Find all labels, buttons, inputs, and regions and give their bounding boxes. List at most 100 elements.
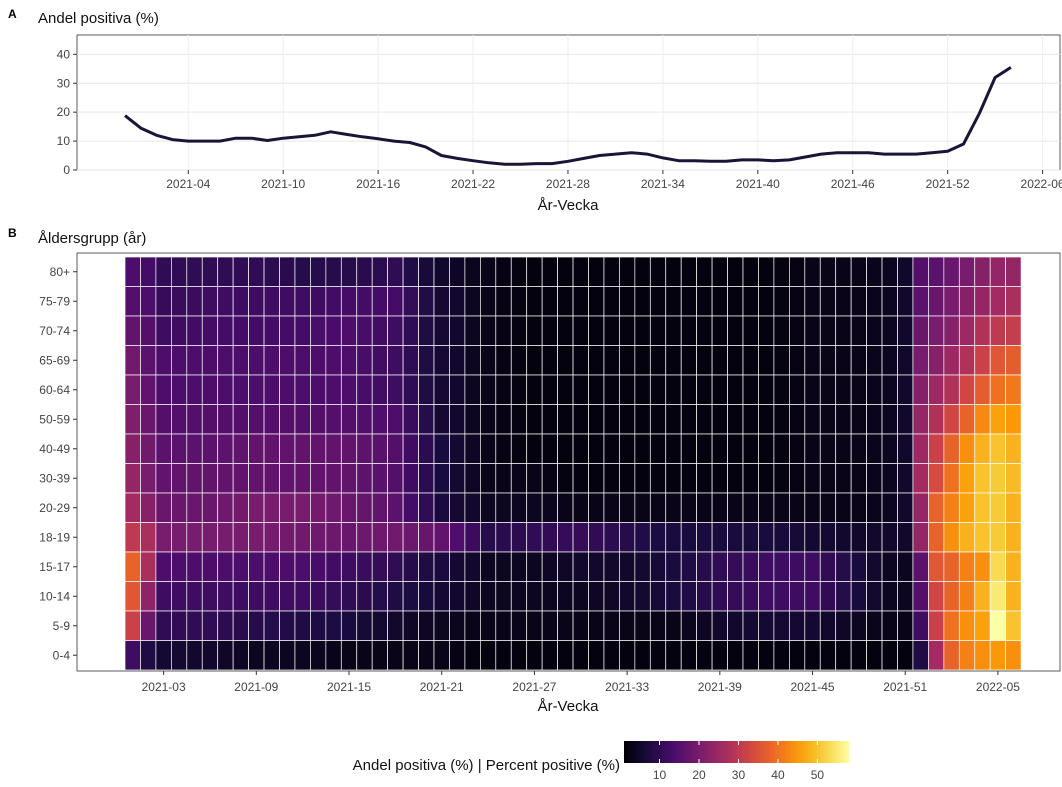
heatmap-cell bbox=[928, 492, 945, 523]
heatmap-cell bbox=[186, 256, 203, 287]
heatmap-cell bbox=[588, 433, 605, 464]
heatmap-cell bbox=[742, 345, 759, 376]
panel-b-y-tick-label: 15-17 bbox=[39, 560, 70, 574]
heatmap-cell bbox=[310, 581, 327, 612]
heatmap-cell bbox=[912, 522, 929, 553]
heatmap-cell bbox=[572, 522, 589, 553]
heatmap-cell bbox=[217, 256, 234, 287]
heatmap-cell bbox=[402, 315, 419, 346]
heatmap-cell bbox=[989, 286, 1007, 317]
heatmap-cell bbox=[418, 286, 435, 317]
heatmap-cell bbox=[665, 433, 682, 464]
heatmap-cell bbox=[912, 345, 929, 376]
heatmap-cell bbox=[171, 581, 188, 612]
heatmap-cell bbox=[804, 463, 821, 494]
heatmap-cell bbox=[788, 640, 806, 671]
heatmap-cell bbox=[881, 463, 898, 494]
heatmap-cell bbox=[294, 433, 311, 464]
heatmap-cell bbox=[371, 374, 389, 405]
heatmap-cell bbox=[124, 610, 141, 641]
heatmap-cell bbox=[742, 433, 759, 464]
heatmap-cell bbox=[248, 581, 265, 612]
heatmap-cell bbox=[310, 610, 327, 641]
heatmap-cell bbox=[124, 404, 141, 435]
heatmap-cell bbox=[356, 433, 373, 464]
heatmap-cell bbox=[402, 610, 419, 641]
heatmap-cell bbox=[649, 463, 667, 494]
heatmap-cell bbox=[850, 286, 867, 317]
heatmap-cell bbox=[928, 345, 945, 376]
panel-b-x-tick-label: 2021-51 bbox=[883, 680, 927, 694]
heatmap-cell bbox=[201, 374, 219, 405]
heatmap-cell bbox=[480, 286, 497, 317]
heatmap-cell bbox=[232, 256, 249, 287]
heatmap-cell bbox=[804, 286, 821, 317]
heatmap-cell bbox=[140, 522, 157, 553]
panel-a-y-tick-label: 0 bbox=[63, 163, 70, 177]
heatmap-cell bbox=[804, 492, 821, 523]
heatmap-cell bbox=[294, 610, 311, 641]
heatmap-cell bbox=[943, 522, 960, 553]
panel-a-x-tick-label: 2021-16 bbox=[356, 177, 400, 191]
heatmap-cell bbox=[742, 522, 759, 553]
heatmap-cell bbox=[263, 551, 280, 582]
heatmap-cell bbox=[758, 551, 775, 582]
heatmap-cell bbox=[603, 286, 620, 317]
heatmap-cell bbox=[634, 640, 651, 671]
heatmap-cell bbox=[850, 581, 867, 612]
panel-a-y-tick-label: 40 bbox=[57, 47, 71, 61]
heatmap-cell bbox=[418, 581, 435, 612]
panel-a-y-ticks: 0 10 20 30 40 bbox=[57, 47, 77, 177]
panel-a-series-line bbox=[124, 66, 1012, 166]
heatmap-cell bbox=[619, 345, 636, 376]
heatmap-cell bbox=[248, 522, 265, 553]
heatmap-cell bbox=[510, 492, 528, 523]
heatmap-cell bbox=[201, 522, 219, 553]
heatmap-cell bbox=[742, 581, 759, 612]
heatmap-cell bbox=[588, 610, 605, 641]
heatmap-cell bbox=[727, 256, 744, 287]
heatmap-cell bbox=[897, 286, 914, 317]
heatmap-cell bbox=[248, 256, 265, 287]
heatmap-cell bbox=[433, 640, 450, 671]
heatmap-cell bbox=[495, 433, 512, 464]
heatmap-cell bbox=[464, 404, 481, 435]
heatmap-cell bbox=[495, 610, 512, 641]
heatmap-cell bbox=[727, 551, 744, 582]
heatmap-cell bbox=[881, 581, 898, 612]
heatmap-cell bbox=[881, 640, 898, 671]
panel-b-tag: B bbox=[8, 226, 17, 240]
heatmap-cell bbox=[310, 345, 327, 376]
heatmap-cell bbox=[680, 315, 698, 346]
heatmap-cell bbox=[758, 610, 775, 641]
panel-b-x-tick-label: 2022-05 bbox=[976, 680, 1020, 694]
heatmap-cell bbox=[464, 345, 481, 376]
heatmap-cell bbox=[510, 404, 528, 435]
heatmap-cell bbox=[248, 551, 265, 582]
heatmap-cell bbox=[294, 256, 311, 287]
heatmap-cell bbox=[727, 286, 744, 317]
heatmap-cell bbox=[866, 433, 883, 464]
heatmap-cell bbox=[835, 551, 852, 582]
panel-b-y-tick-label: 10-14 bbox=[39, 589, 70, 603]
heatmap-cell bbox=[788, 581, 806, 612]
heatmap-cell bbox=[928, 256, 945, 287]
heatmap-cell bbox=[619, 640, 636, 671]
heatmap-cell bbox=[819, 256, 837, 287]
heatmap-cell bbox=[804, 640, 821, 671]
heatmap-cell bbox=[788, 610, 806, 641]
heatmap-cell bbox=[619, 463, 636, 494]
heatmap-cell bbox=[356, 581, 373, 612]
heatmap-cell bbox=[928, 404, 945, 435]
heatmap-cell bbox=[974, 256, 991, 287]
heatmap-cell bbox=[449, 374, 466, 405]
heatmap-cell bbox=[897, 640, 914, 671]
heatmap-cell bbox=[634, 315, 651, 346]
heatmap-cell bbox=[958, 492, 976, 523]
heatmap-cell bbox=[727, 404, 744, 435]
heatmap-cell bbox=[1005, 551, 1022, 582]
panel-b-y-tick-label: 40-49 bbox=[39, 442, 70, 456]
heatmap-cell bbox=[449, 610, 466, 641]
heatmap-cell bbox=[232, 433, 249, 464]
heatmap-cell bbox=[340, 345, 358, 376]
